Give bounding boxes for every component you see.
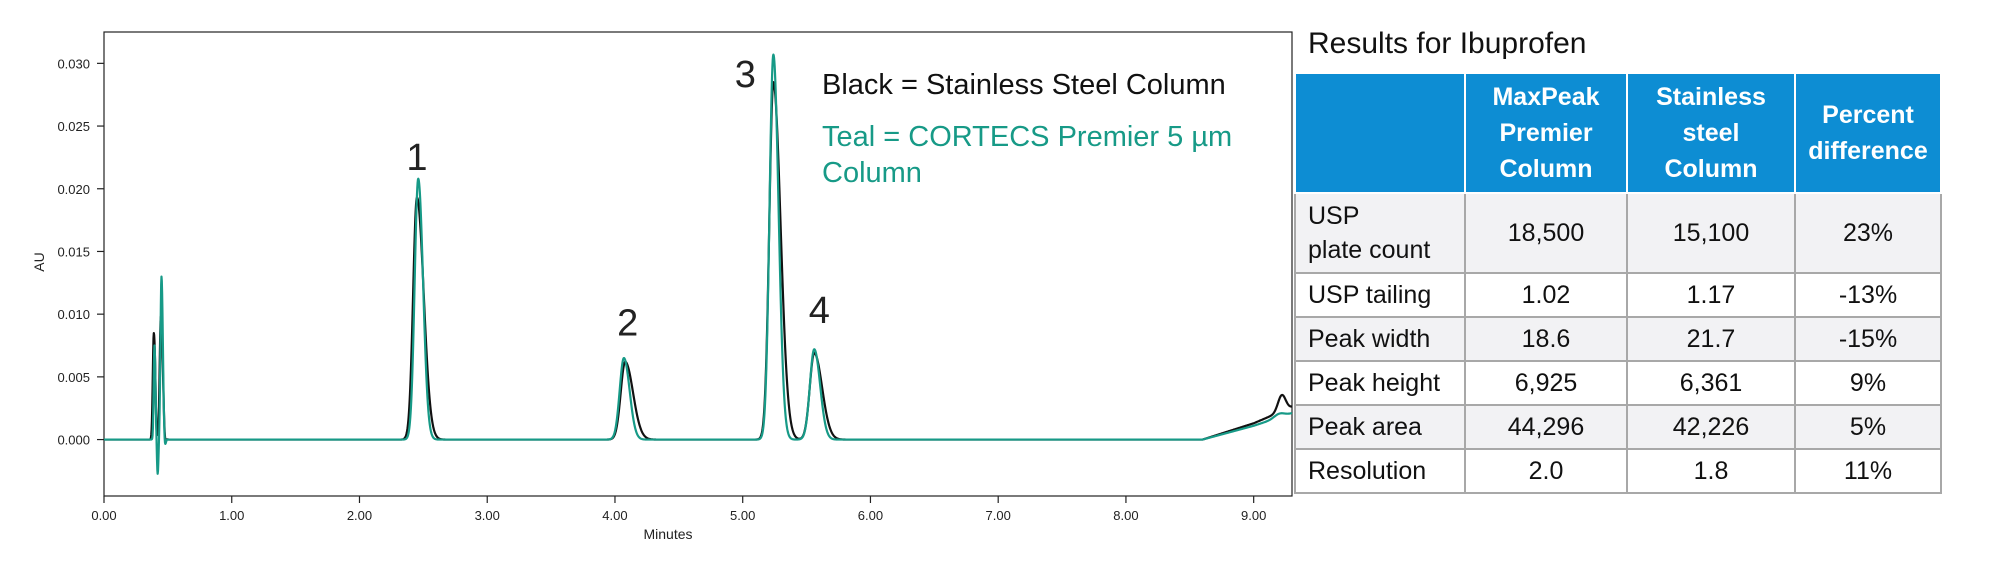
row-label: Resolution <box>1294 448 1466 494</box>
legend-entry-cortecs-premier-line2: Column <box>822 157 922 189</box>
table-cell: 23% <box>1794 192 1942 274</box>
header-cell-stainless: Stainless steel Column <box>1626 72 1796 194</box>
peak-label: 2 <box>617 302 638 344</box>
table-cell: 5% <box>1794 404 1942 450</box>
x-tick-label: 5.00 <box>730 508 755 523</box>
y-tick-label: 0.000 <box>57 433 90 448</box>
table-cell: 15,100 <box>1626 192 1796 274</box>
table-row: Resolution 2.0 1.8 11% <box>1294 448 1942 494</box>
y-tick-label: 0.010 <box>57 307 90 322</box>
row-label: USP plate count <box>1294 192 1466 274</box>
table-cell: 18,500 <box>1464 192 1628 274</box>
table-cell: 9% <box>1794 360 1942 406</box>
results-table: MaxPeak Premier Column Stainless steel C… <box>1294 72 1942 494</box>
table-cell: 21.7 <box>1626 316 1796 362</box>
x-tick-label: 4.00 <box>602 508 627 523</box>
x-tick-label: 8.00 <box>1113 508 1138 523</box>
table-cell: 44,296 <box>1464 404 1628 450</box>
row-label: Peak area <box>1294 404 1466 450</box>
x-tick-label: 7.00 <box>986 508 1011 523</box>
header-cell-corner <box>1294 72 1466 194</box>
header-cell-maxpeak: MaxPeak Premier Column <box>1464 72 1628 194</box>
table-cell: 1.8 <box>1626 448 1796 494</box>
y-tick-label: 0.005 <box>57 370 90 385</box>
series-line-cortecs-premier <box>103 53 1293 475</box>
x-axis-label: Minutes <box>643 526 692 542</box>
results-panel: Results for Ibuprofen MaxPeak Premier Co… <box>1294 24 1942 494</box>
table-cell: 6,361 <box>1626 360 1796 406</box>
results-title: Results for Ibuprofen <box>1308 27 1587 60</box>
table-row: USP plate count 18,500 15,100 23% <box>1294 192 1942 274</box>
table-cell: 11% <box>1794 448 1942 494</box>
y-tick-label: 0.020 <box>57 182 90 197</box>
y-axis-label: AU <box>31 252 47 271</box>
y-tick-label: 0.030 <box>57 56 90 71</box>
peak-label: 4 <box>809 290 830 332</box>
table-cell: 1.02 <box>1464 272 1628 318</box>
x-tick-label: 1.00 <box>219 508 244 523</box>
table-row: Peak width 18.6 21.7 -15% <box>1294 316 1942 362</box>
x-tick-label: 3.00 <box>475 508 500 523</box>
header-cell-percent: Percent difference <box>1794 72 1942 194</box>
table-row: Peak area 44,296 42,226 5% <box>1294 404 1942 450</box>
legend-entry-stainless-steel: Black = Stainless Steel Column <box>822 69 1226 101</box>
x-tick-label: 9.00 <box>1241 508 1266 523</box>
table-cell: -13% <box>1794 272 1942 318</box>
plot-frame <box>103 31 1293 497</box>
table-cell: -15% <box>1794 316 1942 362</box>
legend-entry-cortecs-premier: Teal = CORTECS Premier 5 µm <box>822 121 1232 153</box>
table-header-row: MaxPeak Premier Column Stainless steel C… <box>1294 72 1942 194</box>
row-label: Peak height <box>1294 360 1466 406</box>
table-row: Peak height 6,925 6,361 9% <box>1294 360 1942 406</box>
x-tick-label: 0.00 <box>91 508 116 523</box>
table-cell: 18.6 <box>1464 316 1628 362</box>
y-tick-label: 0.015 <box>57 244 90 259</box>
chromatogram-chart: 0.00 1.00 2.00 3.00 4.00 5.00 6.00 7.00 8.00 9.00… <box>31 31 1293 542</box>
x-tick-label: 2.00 <box>347 508 372 523</box>
x-tick-label: 6.00 <box>858 508 883 523</box>
chromatogram-svg: 0.00 1.00 2.00 3.00 4.00 5.00 6.00 7.00 8.00 9.00… <box>31 31 1293 542</box>
row-label: USP tailing <box>1294 272 1466 318</box>
y-tick-label: 0.025 <box>57 119 90 134</box>
row-label: Peak width <box>1294 316 1466 362</box>
peak-label: 1 <box>406 137 427 179</box>
table-cell: 6,925 <box>1464 360 1628 406</box>
table-cell: 2.0 <box>1464 448 1628 494</box>
peak-label: 3 <box>735 54 756 96</box>
table-cell: 1.17 <box>1626 272 1796 318</box>
table-cell: 42,226 <box>1626 404 1796 450</box>
table-row: USP tailing 1.02 1.17 -13% <box>1294 272 1942 318</box>
